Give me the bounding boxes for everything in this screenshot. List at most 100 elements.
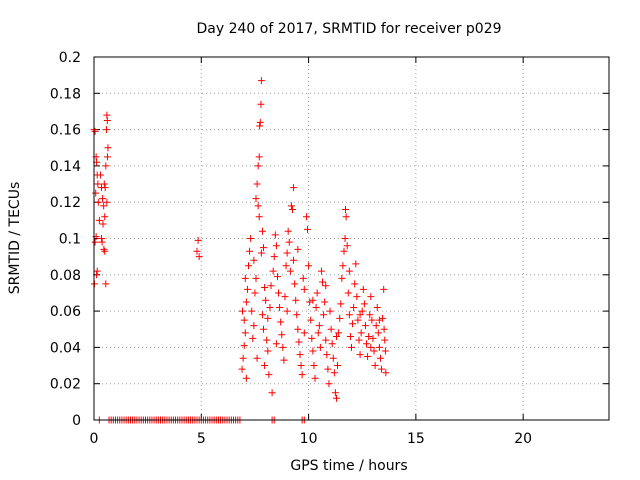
data-point [375,316,383,324]
data-point [357,329,365,337]
data-point [250,256,258,264]
data-point [379,314,387,322]
data-point [261,284,269,292]
data-point [99,195,107,203]
data-point [376,354,384,362]
x-tick-label: 15 [407,431,425,447]
data-point [324,365,332,373]
grid [94,57,609,420]
data-point [295,338,303,346]
data-point [243,285,251,293]
data-point [381,336,389,344]
data-point [284,227,292,235]
data-point [294,325,302,333]
y-tick-label: 0.2 [59,50,81,66]
y-tick-label: 0.12 [50,195,81,211]
data-point [370,347,378,355]
data-point [332,394,340,402]
data-point [363,340,371,348]
data-point [365,333,373,341]
data-point [91,127,99,135]
data-point [193,247,201,255]
x-tick-label: 10 [300,431,318,447]
data-point [305,262,313,270]
data-point [91,238,99,246]
data-point [261,362,269,370]
data-point [380,285,388,293]
data-point [302,213,310,221]
data-point [312,303,320,311]
data-point [94,198,102,206]
data-point [281,293,289,301]
data-point [195,253,203,261]
data-point [298,371,306,379]
data-point [100,180,108,188]
data-point [334,362,342,370]
data-point [268,389,276,397]
y-tick-label: 0.16 [50,123,81,139]
data-point [103,117,111,125]
axis-ticks: 0 5 10 15 20 0 0.02 0.04 0.06 0.08 0.1 0.12 0.14 0.16… [50,50,609,447]
y-tick-label: 0.02 [50,377,81,393]
data-point [340,247,348,255]
data-point [350,303,358,311]
data-point [285,238,293,246]
data-point [254,162,262,170]
data-point [308,334,316,342]
data-point [242,298,250,306]
data-point [325,380,333,388]
data-point [247,235,255,242]
data-point [100,202,108,210]
data-point [275,289,283,297]
data-point [271,231,279,239]
data-point [253,354,261,362]
data-point [278,331,286,339]
data-point [96,171,104,179]
data-point [253,180,261,188]
data-point [95,216,103,224]
data-point [282,262,290,270]
data-point [371,362,379,370]
data-point [92,189,100,197]
data-point [240,316,248,324]
data-point [332,333,340,341]
data-point [296,351,304,359]
data-point [252,195,260,203]
data-point [241,329,249,337]
data-point [360,300,368,308]
data-point [328,340,336,348]
data-point [380,325,388,333]
data-point [336,314,344,322]
data-point [367,343,375,351]
data-point [315,322,323,330]
data-point [373,303,381,311]
data-point [320,311,328,319]
data-point [287,202,295,210]
data-point [257,77,265,85]
data-point [288,205,296,213]
data-point [256,122,264,130]
data-point [249,334,257,342]
data-point [374,329,382,337]
data-point [272,340,280,348]
data-point [372,322,380,330]
data-point [290,256,298,264]
data-point [194,236,202,244]
data-point [323,351,331,359]
data-point [352,260,360,268]
x-tick-label: 5 [197,431,206,447]
data-point [252,274,260,282]
data-point [99,220,107,228]
data-point [258,227,266,235]
data-point [378,365,386,373]
data-point [341,235,349,242]
data-point [264,347,272,355]
data-point [339,262,347,270]
data-point [269,267,277,275]
data-point [101,247,109,255]
data-point [262,296,270,304]
data-point [304,225,312,233]
data-point [366,311,374,319]
data-point [104,153,112,161]
data-point [335,329,343,337]
